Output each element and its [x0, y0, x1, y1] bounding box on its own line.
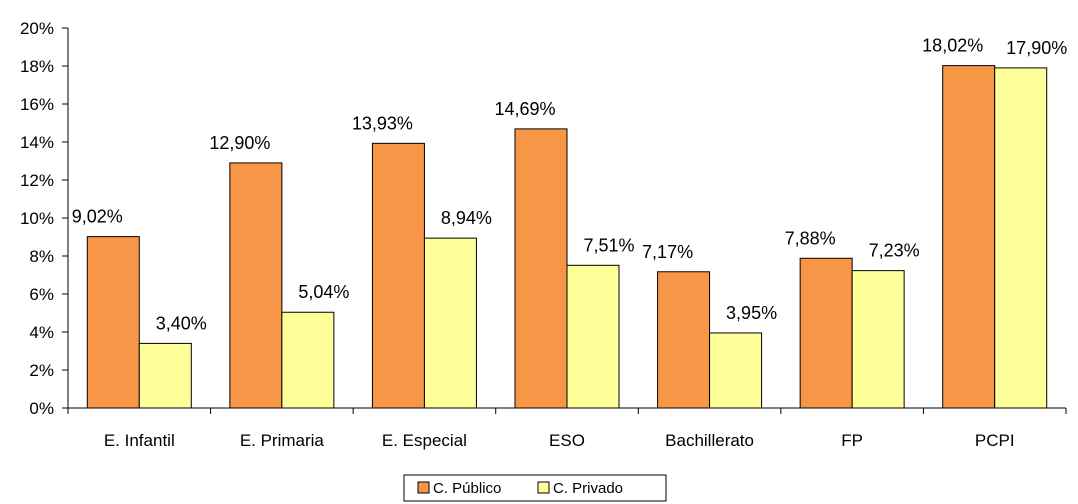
data-labels-group: 9,02% 3,40% 12,90% 5,04% 13,93% 8,94% 14,69% 7,… — [72, 36, 1067, 334]
legend-swatch — [537, 481, 550, 494]
bar-privado — [709, 332, 763, 409]
y-tick-label: 6% — [29, 285, 54, 304]
y-tick-label: 4% — [29, 323, 54, 342]
legend-label: C. Privado — [553, 480, 623, 497]
x-category-label: PCPI — [975, 431, 1015, 450]
legend: C. Público C. Privado — [403, 474, 667, 502]
bar-publico — [799, 257, 853, 409]
data-label: 3,95% — [726, 303, 777, 323]
y-tick-label: 18% — [20, 57, 54, 76]
data-label: 7,88% — [785, 228, 836, 248]
bar-publico — [86, 236, 140, 409]
bar-privado — [566, 264, 620, 409]
x-category-label: E. Infantil — [104, 431, 175, 450]
y-tick-label: 0% — [29, 399, 54, 418]
bar-privado — [138, 342, 192, 409]
legend-swatch — [417, 481, 430, 494]
bar-publico — [657, 271, 711, 409]
y-tick-label: 12% — [20, 171, 54, 190]
y-tick-label: 10% — [20, 209, 54, 228]
bar-publico — [942, 65, 996, 409]
bar-publico — [229, 162, 283, 409]
y-tick-label: 16% — [20, 95, 54, 114]
bar-privado — [423, 237, 477, 409]
x-axis: E. Infantil E. Primaria E. Especial ESO Bach… — [67, 407, 1067, 450]
y-tick-label: 8% — [29, 247, 54, 266]
data-label: 3,40% — [156, 313, 207, 333]
data-label: 18,02% — [922, 36, 983, 56]
legend-box — [403, 474, 667, 502]
legend-label: C. Público — [433, 480, 501, 497]
data-label: 9,02% — [72, 207, 123, 227]
x-category-label: Bachillerato — [665, 431, 754, 450]
bars-group — [86, 65, 1048, 409]
data-label: 7,23% — [869, 241, 920, 261]
y-tick-label: 14% — [20, 133, 54, 152]
y-tick-label: 20% — [20, 19, 54, 38]
bar-publico — [371, 142, 425, 409]
data-label: 5,04% — [298, 282, 349, 302]
bar-privado — [851, 270, 905, 409]
bar-publico — [514, 128, 568, 409]
x-category-label: E. Primaria — [240, 431, 325, 450]
data-label: 13,93% — [352, 113, 413, 133]
x-category-label: ESO — [549, 431, 585, 450]
data-label: 7,17% — [642, 242, 693, 262]
bar-privado — [994, 67, 1048, 409]
y-axis: 0% 2% 4% 6% 8% 10% 12% 14% 16% 18% 20% — [20, 19, 69, 418]
bar-privado — [281, 311, 335, 409]
x-category-label: FP — [841, 431, 863, 450]
data-label: 8,94% — [441, 208, 492, 228]
data-label: 14,69% — [494, 99, 555, 119]
data-label: 17,90% — [1006, 38, 1067, 58]
data-label: 12,90% — [209, 133, 270, 153]
x-category-label: E. Especial — [382, 431, 467, 450]
data-label: 7,51% — [583, 235, 634, 255]
y-tick-label: 2% — [29, 361, 54, 380]
